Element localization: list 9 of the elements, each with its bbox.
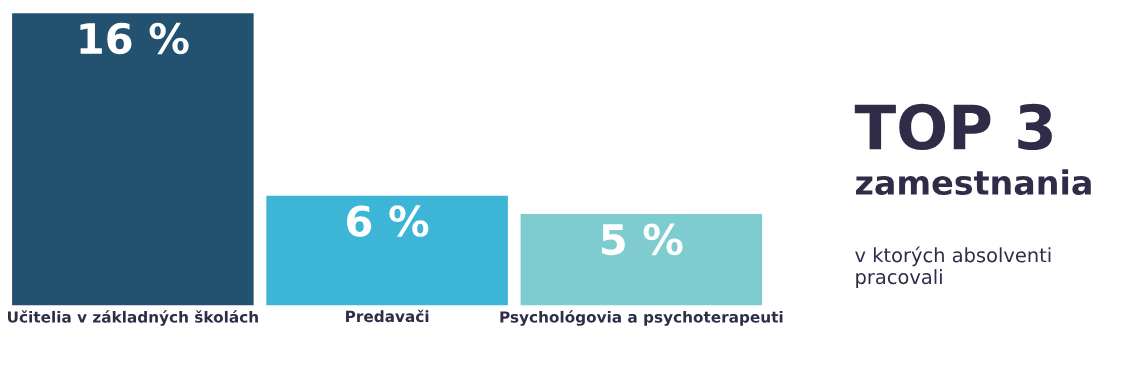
text: v ktorých absolventi pracovali (855, 246, 1051, 288)
data-label: 5 % (601, 223, 683, 256)
x-tick-label: Predavači (346, 309, 429, 323)
x-tick-label: Psychológovia a psychoterapeuti (500, 310, 783, 326)
text: TOP 3 (854, 103, 1052, 151)
data-label: 16 % (80, 22, 189, 55)
data-label: 6 % (347, 205, 429, 237)
text: zamestnania (856, 169, 1091, 196)
x-tick-label: Učitelia v základných školách (8, 310, 258, 326)
